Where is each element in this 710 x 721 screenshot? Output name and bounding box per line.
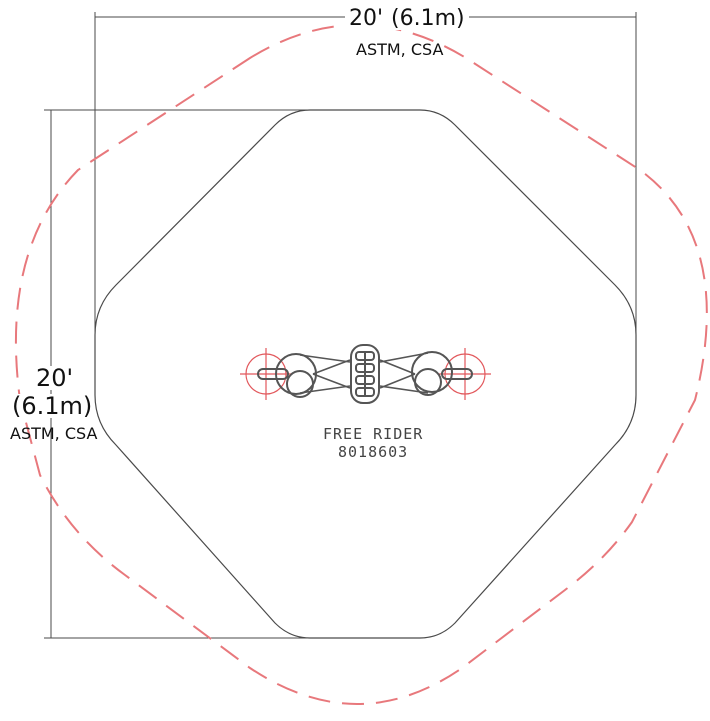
left-handle <box>257 368 289 380</box>
dimension-lines <box>44 12 637 639</box>
surfacing-area-outline <box>94 109 637 639</box>
product-code: 8018603 <box>338 443 409 461</box>
left-spring-assembly <box>257 353 317 398</box>
left-coil-inner <box>286 370 314 398</box>
center-seat <box>350 344 380 404</box>
use-zone-outline <box>14 24 708 705</box>
red-center-marks <box>240 348 491 400</box>
left-coil-outer <box>275 353 317 395</box>
top-standards-label: ASTM, CSA <box>356 40 444 59</box>
top-dimension-label: 20' (6.1m) <box>345 8 469 30</box>
right-coil-outer <box>411 351 453 393</box>
left-standards-label: ASTM, CSA <box>10 424 98 443</box>
right-handle <box>441 368 473 380</box>
free-rider-equipment <box>240 344 491 404</box>
product-name: FREE RIDER <box>323 425 424 443</box>
top-dimension-meters: (6.1m) <box>391 6 465 31</box>
left-dimension-feet: 20' <box>36 364 74 392</box>
center-frame-cables <box>299 352 429 394</box>
right-coil-inner <box>414 368 442 396</box>
top-dimension-feet: 20' <box>349 6 384 31</box>
seat-body <box>350 344 380 404</box>
left-dimension-meters: (6.1m) <box>12 392 93 420</box>
